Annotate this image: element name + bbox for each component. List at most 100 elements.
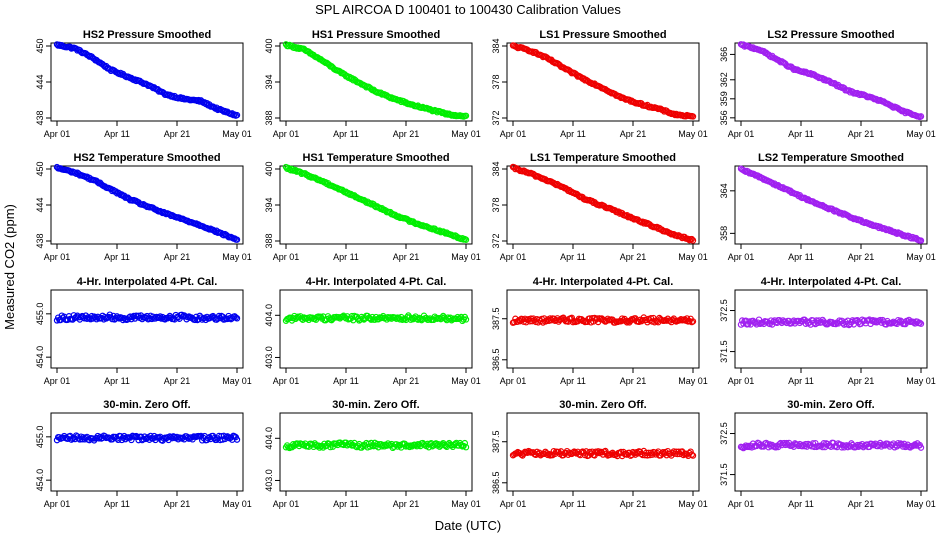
y-tick-label: 404.0 (264, 427, 274, 450)
x-tick-label: May 01 (906, 499, 936, 509)
y-tick-label: 359 (719, 91, 729, 106)
data-point (647, 315, 655, 322)
data-point (917, 320, 925, 327)
x-tick-label: Apr 01 (273, 252, 300, 262)
series-points (53, 163, 241, 243)
plot-frame (734, 42, 928, 122)
y-tick-label: 388 (264, 233, 274, 248)
x-tick-label: Apr 01 (273, 376, 300, 386)
panel-3-1: 30-min. Zero Off. Apr 01 Apr 11 Apr 21 May 0… (264, 399, 481, 509)
data-point (462, 316, 470, 323)
panel-title: 30-min. Zero Off. (787, 399, 874, 411)
data-point (819, 443, 826, 451)
x-tick-label: Apr 01 (44, 252, 71, 262)
panel-2-3: 4-Hr. Interpolated 4-Pt. Cal. Apr 01 Apr 1… (719, 276, 936, 386)
panel-title: 4-Hr. Interpolated 4-Pt. Cal. (533, 276, 674, 288)
x-tick-label: Apr 01 (273, 129, 300, 139)
y-tick-label: 444 (35, 74, 45, 89)
panel-3-2: 30-min. Zero Off. Apr 01 Apr 11 Apr 21 May 0… (491, 399, 708, 509)
y-tick-label: 371.5 (719, 340, 729, 363)
panels-grid: HS2 Pressure Smoothed Apr 01 Apr 11 Apr 21 M… (35, 29, 936, 509)
data-point (917, 113, 925, 120)
x-tick-label: May 01 (222, 376, 252, 386)
x-tick-label: Apr 01 (500, 252, 527, 262)
panel-title: LS2 Pressure Smoothed (767, 29, 894, 41)
x-tick-label: Apr 21 (620, 376, 647, 386)
series-points (737, 439, 925, 452)
y-tick-label: 386.5 (491, 472, 501, 495)
plot-frame (50, 412, 244, 492)
data-point (71, 169, 79, 176)
panel-title: LS2 Temperature Smoothed (758, 152, 904, 164)
series-points (509, 163, 697, 244)
x-tick-label: Apr 21 (848, 129, 875, 139)
series-points (509, 447, 697, 460)
x-tick-label: May 01 (906, 376, 936, 386)
panel-1-2: LS1 Temperature Smoothed Apr 01 Apr 11 Apr … (491, 152, 708, 262)
y-tick-label: 444 (35, 197, 45, 212)
data-point (233, 111, 241, 119)
x-tick-label: Apr 01 (500, 129, 527, 139)
panel-0-1: HS1 Pressure Smoothed Apr 01 Apr 11 Apr 21 M… (264, 29, 481, 139)
data-point (688, 235, 696, 243)
panel-title: 30-min. Zero Off. (103, 399, 190, 411)
x-tick-label: May 01 (222, 129, 252, 139)
data-point (917, 237, 925, 244)
x-tick-label: Apr 01 (728, 129, 755, 139)
y-tick-label: 384 (491, 38, 501, 53)
x-tick-label: Apr 21 (164, 129, 191, 139)
y-tick-label: 387.5 (491, 430, 501, 453)
x-tick-label: Apr 21 (393, 129, 420, 139)
y-tick-label: 404.0 (264, 304, 274, 327)
y-tick-label: 394 (264, 74, 274, 89)
panel-0-2: LS1 Pressure Smoothed Apr 01 Apr 11 Apr 21 M… (491, 29, 708, 139)
plot-frame (506, 289, 700, 369)
x-tick-label: Apr 11 (104, 252, 130, 262)
y-tick-label: 387.5 (491, 307, 501, 330)
y-tick-label: 438 (35, 233, 45, 248)
x-tick-label: Apr 11 (333, 129, 359, 139)
series-points (282, 439, 470, 452)
data-point (623, 319, 631, 326)
x-tick-label: Apr 01 (500, 499, 527, 509)
plot-frame (50, 289, 244, 369)
y-tick-label: 362 (719, 72, 729, 87)
series-points (282, 163, 470, 243)
x-tick-label: Apr 21 (620, 252, 647, 262)
y-tick-label: 400 (264, 161, 274, 176)
x-tick-label: Apr 01 (44, 376, 71, 386)
data-point (688, 451, 696, 458)
x-tick-label: May 01 (678, 499, 708, 509)
panel-2-0: 4-Hr. Interpolated 4-Pt. Cal. Apr 01 Apr 1… (35, 276, 252, 386)
y-tick-label: 450 (35, 161, 45, 176)
x-tick-label: Apr 11 (788, 252, 814, 262)
y-tick-label: 378 (491, 74, 501, 89)
x-tick-label: Apr 21 (848, 499, 875, 509)
y-tick-label: 400 (264, 38, 274, 53)
x-tick-label: Apr 01 (273, 499, 300, 509)
series-points (282, 41, 470, 120)
plot-frame (734, 412, 928, 492)
series-points (53, 432, 241, 444)
x-tick-label: Apr 21 (620, 129, 647, 139)
figure-xlabel: Date (UTC) (435, 518, 501, 533)
panel-title: 4-Hr. Interpolated 4-Pt. Cal. (306, 276, 447, 288)
x-tick-label: Apr 01 (500, 376, 527, 386)
x-tick-label: May 01 (222, 499, 252, 509)
panel-title: 30-min. Zero Off. (559, 399, 646, 411)
y-tick-label: 388 (264, 110, 274, 125)
data-point (745, 442, 752, 450)
panel-0-0: HS2 Pressure Smoothed Apr 01 Apr 11 Apr 21 M… (35, 29, 252, 139)
y-tick-label: 384 (491, 161, 501, 176)
data-point (689, 452, 697, 459)
y-tick-label: 394 (264, 197, 274, 212)
data-point (444, 441, 452, 448)
panel-title: HS2 Pressure Smoothed (83, 29, 211, 41)
x-tick-label: May 01 (678, 129, 708, 139)
y-tick-label: 455.0 (35, 426, 45, 449)
x-tick-label: Apr 11 (560, 129, 586, 139)
y-tick-label: 438 (35, 110, 45, 125)
x-tick-label: Apr 11 (333, 252, 359, 262)
data-point (424, 440, 431, 448)
